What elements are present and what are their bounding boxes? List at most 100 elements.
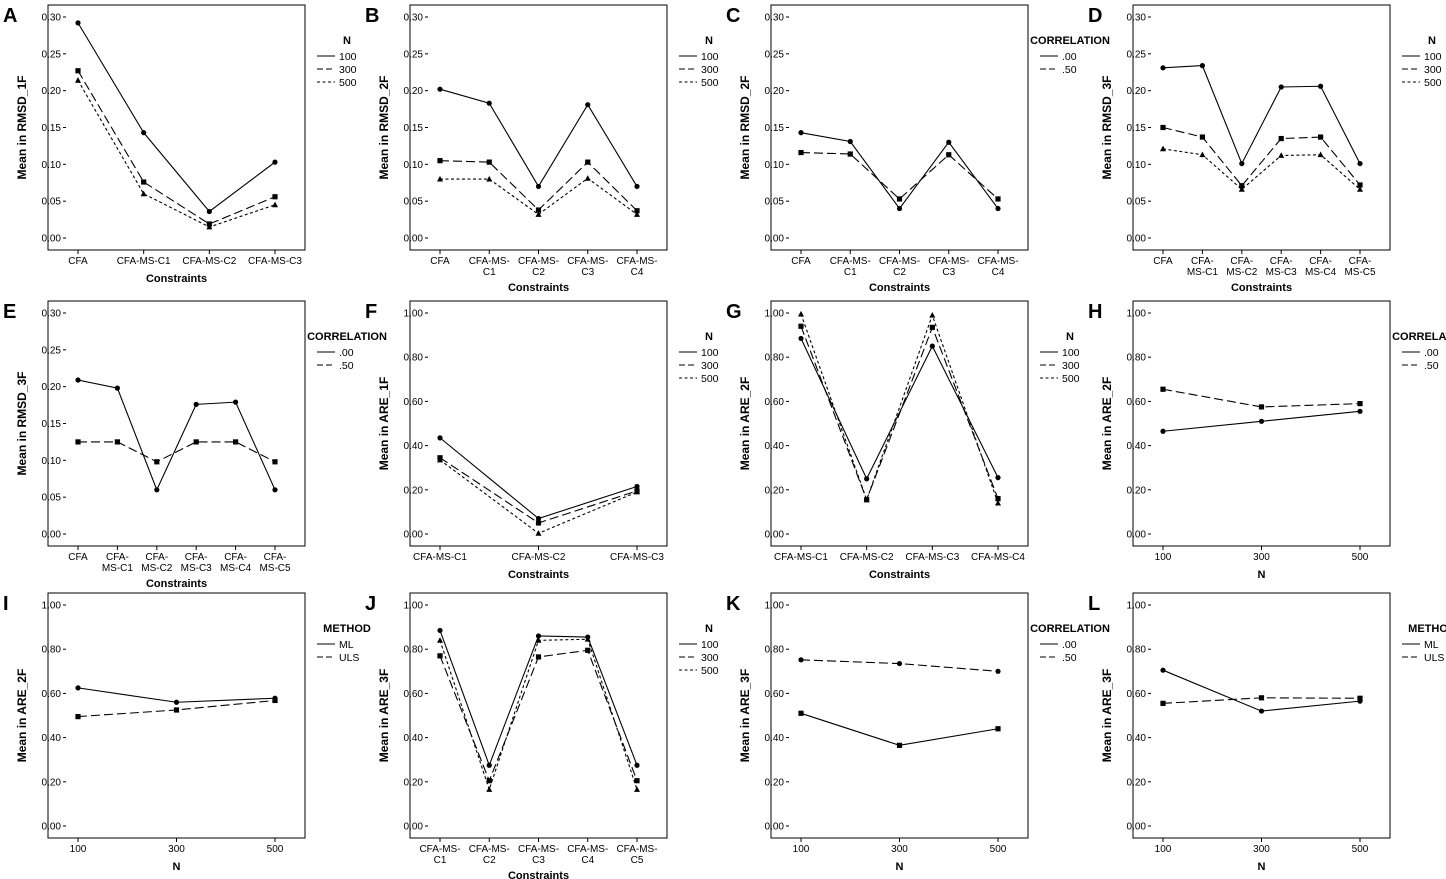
data-point — [946, 139, 952, 145]
legend-label: ULS — [339, 652, 359, 664]
y-tick-label: 0.05 — [1127, 197, 1147, 208]
chart-svg-l: L 0.00 0.20 0.40 0.60 0.80 1.00 Mean in ARE_3F 1… — [1088, 592, 1446, 873]
legend-title: METHOD — [323, 623, 371, 635]
panel-label: E — [3, 301, 16, 323]
data-point — [634, 211, 640, 217]
data-point — [272, 459, 278, 465]
y-tick-label: 0.00 — [765, 822, 785, 833]
data-point — [1278, 152, 1285, 158]
x-tick-label: CFA-MS- — [567, 844, 608, 855]
y-tick-label: 0.20 — [765, 777, 785, 788]
plot-frame — [770, 4, 1029, 251]
series-line — [800, 151, 999, 200]
y-tick-label: 0.10 — [765, 160, 785, 171]
y-tick-label: 0.25 — [1127, 49, 1147, 60]
data-point — [798, 323, 804, 329]
legend-title: N — [343, 35, 351, 47]
data-point — [141, 179, 147, 185]
y-tick-label: 0.00 — [765, 530, 785, 541]
x-tick-label: CFA-MS-C2 — [182, 256, 236, 267]
data-point — [173, 699, 180, 705]
data-point — [437, 175, 443, 182]
y-tick-label: 1.00 — [1127, 601, 1147, 612]
y-axis-title: Mean in ARE_2F — [1100, 377, 1114, 471]
data-point — [75, 685, 81, 691]
y-axis-title: Mean in RMSD_3F — [1100, 75, 1114, 179]
legend-label: 100 — [1062, 347, 1080, 359]
panel-label: F — [365, 301, 377, 323]
x-tick-label: C2 — [483, 855, 496, 866]
legend-title: N — [705, 331, 713, 343]
data-point — [995, 496, 1001, 502]
chart-svg-j: J 0.00 0.20 0.40 0.60 0.80 1.00 Mean in ARE_3F C… — [365, 592, 719, 879]
panel-label: B — [365, 5, 379, 27]
data-point — [437, 435, 443, 441]
plot-frame — [47, 4, 306, 251]
series-line — [77, 80, 276, 228]
x-tick-label: CFA- — [1349, 256, 1372, 267]
panel-label: D — [1088, 5, 1102, 27]
series-00-group — [75, 377, 278, 493]
series-line — [800, 313, 999, 504]
x-tick-label: MS-C1 — [1187, 267, 1219, 278]
data-point — [634, 208, 640, 214]
y-tick-label: 0.30 — [42, 13, 62, 24]
data-point — [995, 499, 1001, 506]
data-point — [75, 77, 81, 83]
y-tick-label: 0.00 — [42, 234, 62, 245]
data-point — [634, 786, 640, 792]
data-point — [1239, 183, 1245, 189]
legend-label: 300 — [701, 360, 719, 372]
y-tick-label: 0.80 — [765, 645, 785, 656]
legend-label: 500 — [1424, 77, 1442, 89]
x-tick-label: CFA- — [1191, 256, 1214, 267]
data-point — [634, 183, 640, 190]
legend-label: .50 — [339, 360, 354, 372]
data-point — [929, 343, 935, 349]
legend-label: 500 — [339, 77, 357, 89]
y-tick-label: 0.80 — [765, 353, 785, 364]
y-tick-label: 1.00 — [1127, 309, 1147, 320]
data-point — [1199, 63, 1205, 69]
series-line — [78, 441, 276, 463]
panel-label: L — [1088, 593, 1100, 615]
data-point — [535, 654, 542, 660]
series-line — [439, 457, 638, 524]
y-axis-title: Mean in RMSD_1F — [15, 75, 29, 179]
x-tick-label: CFA-MS-C2 — [512, 552, 566, 563]
y-axis-title: Mean in ARE_1F — [377, 377, 391, 471]
data-point — [437, 653, 443, 659]
data-point — [75, 68, 81, 74]
series-line — [439, 88, 638, 188]
legend-label: 100 — [701, 347, 719, 359]
y-tick-label: 0.25 — [404, 49, 424, 60]
y-tick-label: 0.05 — [404, 197, 424, 208]
series-50-group — [798, 149, 1001, 202]
x-tick-label: CFA-MS- — [830, 256, 871, 267]
y-tick-label: 0.20 — [1127, 485, 1147, 496]
data-point — [634, 483, 640, 490]
legend-label: 300 — [1062, 360, 1080, 372]
series-500-group — [437, 456, 640, 536]
data-point — [1318, 134, 1324, 140]
data-point — [535, 633, 542, 639]
legend-title: CORRELATION — [1030, 623, 1110, 635]
chart-panel-h: H 0.00 0.20 0.40 0.60 0.80 1.00 Mean in ARE_2F 1… — [1085, 296, 1446, 586]
legend-title: N — [705, 35, 713, 47]
x-tick-label: CFA-MS-C3 — [610, 552, 664, 563]
data-point — [1160, 145, 1166, 152]
data-point — [233, 399, 239, 405]
y-axis-title: Mean in ARE_3F — [738, 669, 752, 763]
series-line — [800, 325, 999, 502]
x-tick-label: CFA-MS- — [518, 844, 559, 855]
series-300-group — [798, 323, 1001, 503]
y-tick-label: 0.30 — [404, 13, 424, 24]
data-point — [154, 487, 160, 493]
chart-panel-c: C 0.00 0.05 0.10 0.15 0.20 0.25 0.30 Mean in RMS… — [723, 0, 1110, 294]
chart-panel-d: D 0.00 0.05 0.10 0.15 0.20 0.25 0.30 Mean in RMS… — [1085, 0, 1445, 294]
x-axis-title: Constraints — [508, 282, 569, 294]
series-50-group — [75, 439, 278, 465]
y-tick-label: 0.80 — [404, 645, 424, 656]
x-tick-label: CFA-MS-C1 — [117, 256, 171, 267]
x-tick-label: C5 — [631, 855, 644, 866]
